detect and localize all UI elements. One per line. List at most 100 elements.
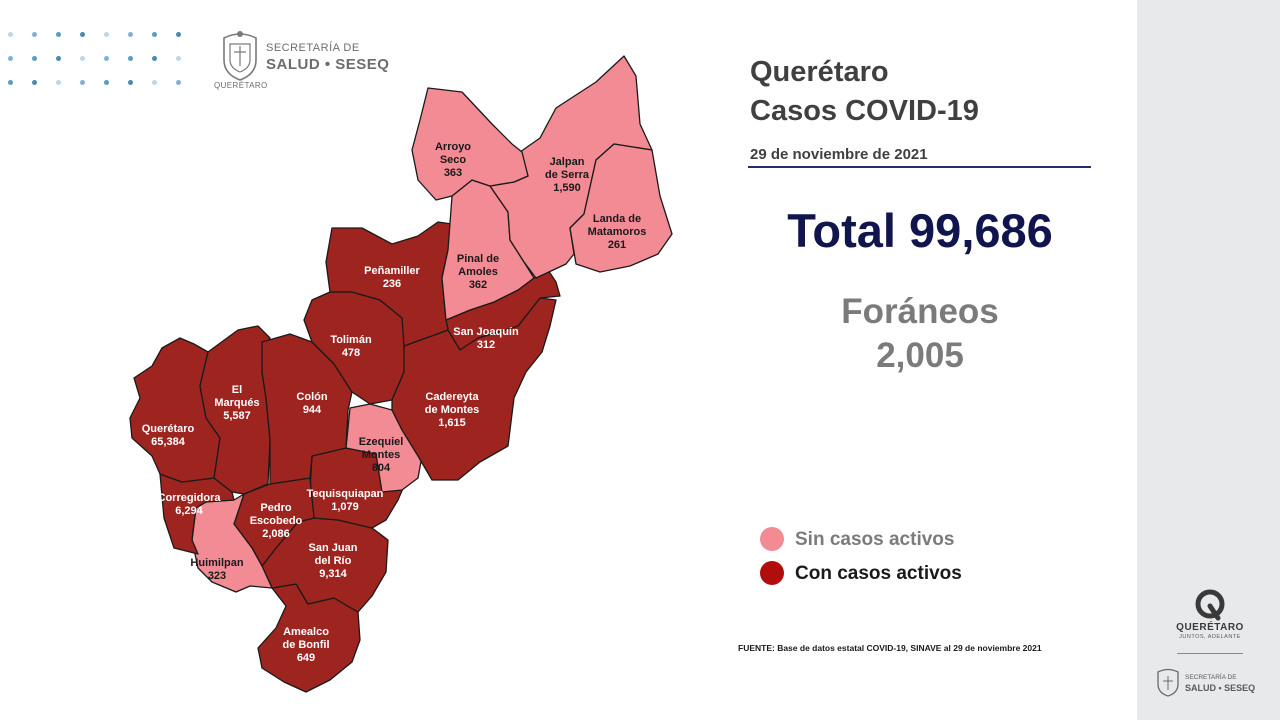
foraneos-label: Foráneos bbox=[841, 292, 999, 331]
municipality-name: Landa de bbox=[593, 213, 641, 225]
municipality-cases: 944 bbox=[303, 404, 322, 416]
municipality-name: Marqués bbox=[214, 397, 259, 409]
bottom-logo-line1: SECRETARÍA DE bbox=[1185, 674, 1237, 681]
municipality-el-marques[interactable] bbox=[199, 325, 271, 495]
decorative-dot bbox=[128, 56, 133, 61]
decorative-dot bbox=[32, 32, 37, 37]
municipality-name: Peñamiller bbox=[364, 265, 420, 277]
municipality-name: Cadereyta bbox=[425, 391, 479, 403]
municipality-name: Montes bbox=[362, 449, 401, 461]
municipality-cases: 804 bbox=[372, 462, 391, 474]
decorative-dot bbox=[80, 56, 85, 61]
legend-swatch-active bbox=[760, 561, 784, 585]
decorative-dot bbox=[80, 80, 85, 85]
decorative-dot bbox=[176, 32, 181, 37]
municipality-cases: 649 bbox=[297, 652, 315, 664]
municipality-name: de Serra bbox=[545, 169, 590, 181]
municipality-label-corregidora: Corregidora 6,294 bbox=[158, 492, 222, 517]
municipality-name: Huimilpan bbox=[190, 557, 243, 569]
decorative-dot bbox=[152, 80, 157, 85]
decorative-dot bbox=[32, 80, 37, 85]
decorative-dot bbox=[56, 32, 61, 37]
decorative-dot bbox=[56, 80, 61, 85]
right-sidebar bbox=[1137, 0, 1280, 720]
municipality-name: Ezequiel bbox=[359, 436, 404, 448]
legend-label-inactive: Sin casos activos bbox=[795, 529, 955, 550]
municipality-name: del Río bbox=[315, 555, 352, 567]
municipality-landa[interactable] bbox=[569, 143, 673, 273]
seseq-logo-bottom: SECRETARÍA DE SALUD • SESEQ bbox=[1155, 666, 1270, 706]
municipality-cases: 261 bbox=[608, 239, 626, 251]
decorative-dot bbox=[152, 32, 157, 37]
title-queretaro: Querétaro bbox=[750, 56, 889, 88]
municipality-name: Pedro bbox=[260, 502, 291, 514]
q-logo-icon bbox=[1195, 589, 1225, 621]
municipality-cases: 1,615 bbox=[438, 417, 466, 429]
municipality-name: de Bonfil bbox=[282, 639, 329, 651]
municipality-name: Jalpan bbox=[550, 156, 585, 168]
municipality-name: de Montes bbox=[425, 404, 479, 416]
municipality-name: El bbox=[232, 384, 242, 396]
brand-tagline: JUNTOS, ADELANTE bbox=[1179, 634, 1241, 640]
logo-line-salud: SALUD • SESEQ bbox=[266, 56, 390, 73]
decorative-dot bbox=[176, 80, 181, 85]
logo-line-queretaro: QUERÉTARO bbox=[214, 81, 268, 90]
decorative-dot bbox=[104, 56, 109, 61]
municipality-name: Tequisquiapan bbox=[307, 488, 384, 500]
municipality-label-el-marques: El Marqués 5,587 bbox=[214, 384, 259, 422]
municipality-name: Corregidora bbox=[158, 492, 222, 504]
municipality-label-huimilpan: Huimilpan 323 bbox=[190, 557, 243, 582]
decorative-dot bbox=[8, 56, 13, 61]
decorative-dot bbox=[104, 32, 109, 37]
municipality-label-pinal: Pinal de Amoles 362 bbox=[457, 253, 499, 291]
municipality-cases: 1,079 bbox=[331, 501, 359, 513]
municipality-name: Amoles bbox=[458, 266, 498, 278]
municipality-label-pedro-escobedo: Pedro Escobedo 2,086 bbox=[250, 502, 303, 540]
decorative-dot bbox=[176, 56, 181, 61]
municipality-label-penamiller: Peñamiller 236 bbox=[364, 265, 420, 290]
logo-line-secretaria: SECRETARÍA DE bbox=[266, 42, 360, 54]
seseq-logo-top: SECRETARÍA DE SALUD • SESEQ QUERÉTARO bbox=[214, 28, 393, 94]
municipality-name: San Joaquín bbox=[453, 326, 519, 338]
municipality-label-tequisquiapan: Tequisquiapan 1,079 bbox=[307, 488, 384, 513]
decorative-dot bbox=[152, 56, 157, 61]
municipality-name: Seco bbox=[440, 154, 467, 166]
municipality-label-san-juan: San Juan del Río 9,314 bbox=[309, 542, 358, 580]
municipality-name: Amealco bbox=[283, 626, 329, 638]
municipality-cases: 9,314 bbox=[319, 568, 347, 580]
municipality-label-amealco: Amealco de Bonfil 649 bbox=[282, 626, 329, 664]
municipality-cases: 478 bbox=[342, 347, 360, 359]
decorative-dot bbox=[8, 80, 13, 85]
municipality-ezequiel[interactable] bbox=[345, 403, 423, 493]
municipality-label-colon: Colón 944 bbox=[296, 391, 327, 416]
municipality-name: Escobedo bbox=[250, 515, 303, 527]
municipality-cases: 65,384 bbox=[151, 436, 186, 448]
total-cases: Total 99,686 bbox=[787, 204, 1053, 257]
municipality-label-landa: Landa de Matamoros 261 bbox=[588, 213, 647, 251]
municipality-name: Pinal de bbox=[457, 253, 499, 265]
decorative-dot bbox=[32, 56, 37, 61]
queretaro-brand-logo: QUERÉTARO JUNTOS, ADELANTE bbox=[1170, 588, 1250, 648]
foraneos-value: 2,005 bbox=[876, 336, 964, 375]
municipality-name: Colón bbox=[296, 391, 327, 403]
municipality-arroyo-seco[interactable] bbox=[411, 87, 529, 201]
date-underline bbox=[748, 166, 1091, 168]
brand-name: QUERÉTARO bbox=[1176, 622, 1244, 633]
decorative-dot bbox=[128, 32, 133, 37]
decorative-dot bbox=[128, 80, 133, 85]
municipality-name: Arroyo bbox=[435, 141, 471, 153]
municipality-name: Querétaro bbox=[142, 423, 195, 435]
municipality-cases: 363 bbox=[444, 167, 462, 179]
municipality-cases: 312 bbox=[477, 339, 495, 351]
municipality-label-san-joaquin: San Joaquín 312 bbox=[453, 326, 519, 351]
municipality-cases: 236 bbox=[383, 278, 401, 290]
state-crest-icon bbox=[223, 31, 257, 81]
legend-label-active: Con casos activos bbox=[795, 563, 962, 584]
bottom-logo-line2: SALUD • SESEQ bbox=[1185, 683, 1256, 693]
municipality-name: Matamoros bbox=[588, 226, 647, 238]
municipality-huimilpan[interactable] bbox=[191, 493, 273, 593]
decorative-dot-grid bbox=[0, 30, 185, 90]
municipality-name: Tolimán bbox=[330, 334, 372, 346]
municipality-cases: 323 bbox=[208, 570, 226, 582]
